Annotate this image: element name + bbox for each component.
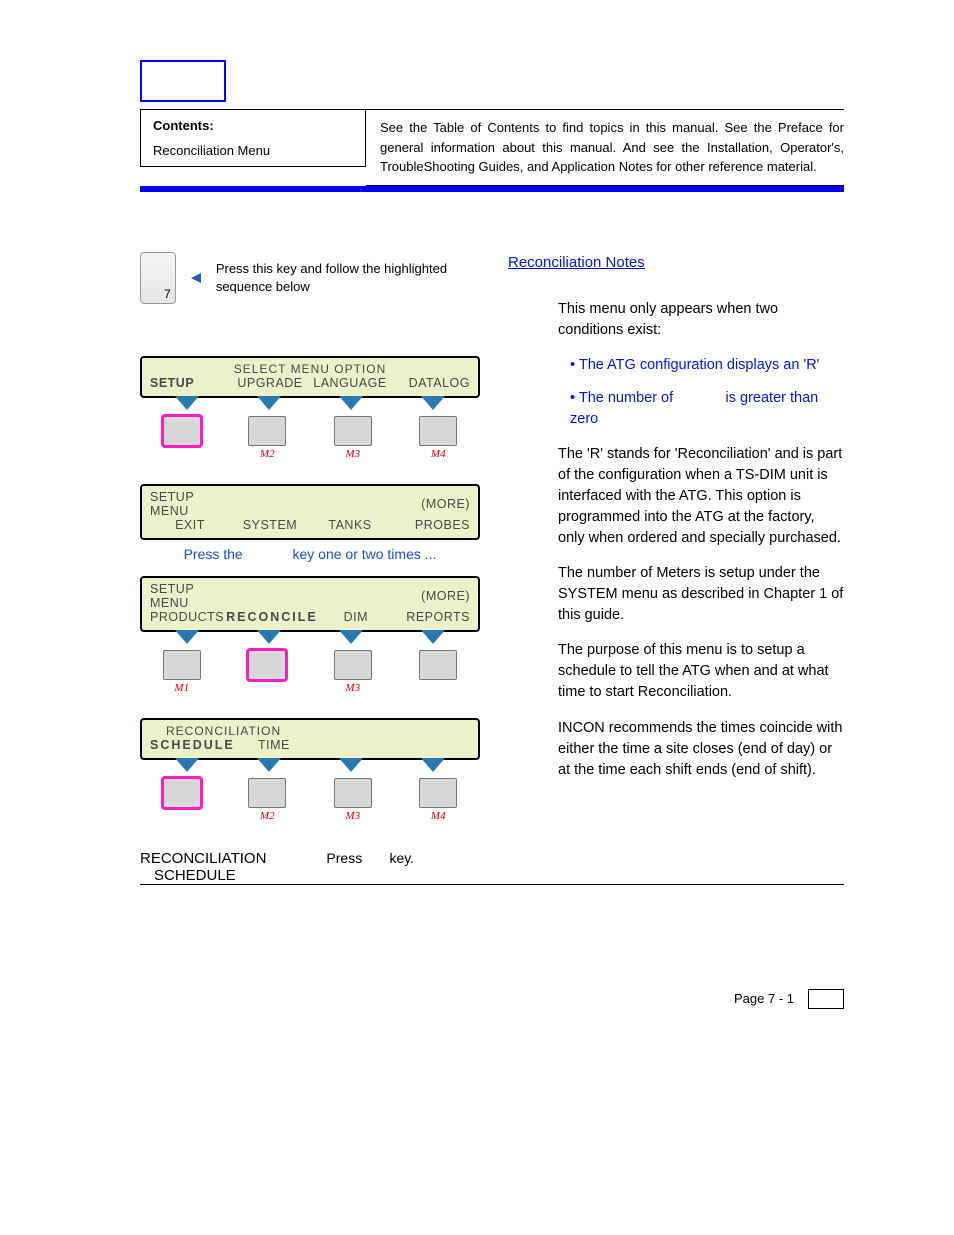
triangle-icon xyxy=(421,758,445,772)
contents-label: Contents: xyxy=(153,118,353,133)
lcd3-buttons: M1 M3 xyxy=(140,650,480,694)
m3-button[interactable] xyxy=(334,778,372,808)
lcd3-item-3: REPORTS xyxy=(394,610,470,624)
contents-item: Reconciliation Menu xyxy=(153,143,353,158)
footer-line xyxy=(140,884,844,885)
lcd3-item-1: RECONCILE xyxy=(226,610,318,624)
contents-cell: Contents: Reconciliation Menu xyxy=(140,109,366,167)
lcd1-buttons: M2 M3 M4 xyxy=(140,416,480,460)
m3-button[interactable] xyxy=(334,650,372,680)
rec-line1: RECONCILIATION xyxy=(140,850,266,867)
lcd2-item-3: PROBES xyxy=(390,518,470,532)
notes-bullet-2: The number of Meters is greater than zer… xyxy=(570,388,844,430)
lcd4-triangles xyxy=(140,758,480,772)
m4-button[interactable] xyxy=(419,778,457,808)
lcd-select-menu: SELECT MENU OPTION SETUP UPGRADE LANGUAG… xyxy=(140,356,480,398)
lcd3-triangles xyxy=(140,630,480,644)
lcd-reconciliation: RECONCILIATION SCHEDULE TIME xyxy=(140,718,480,760)
lcd3-item-2: DIM xyxy=(318,610,394,624)
m2-label: M2 xyxy=(260,810,275,822)
m2-button[interactable] xyxy=(248,778,286,808)
header-blue-bar xyxy=(140,186,844,192)
rec-sched-row: RECONCILIATION SCHEDULE Press key. xyxy=(140,836,480,884)
triangle-icon xyxy=(339,630,363,644)
key7-instruction: Press this key and follow the highlighte… xyxy=(216,260,480,295)
lcd1-triangles xyxy=(140,396,480,410)
header-description: See the Table of Contents to find topics… xyxy=(366,109,844,186)
left-column: 7 Press this key and follow the highligh… xyxy=(140,252,480,884)
lcd-setup-menu-2: SETUP MENU (MORE) PRODUCTS RECONCILE DIM… xyxy=(140,576,480,632)
key-word: key. xyxy=(389,850,414,866)
lcd4-title: RECONCILIATION xyxy=(150,724,470,738)
lcd1-item-0: SETUP xyxy=(150,376,230,390)
triangle-icon xyxy=(257,630,281,644)
m4-button[interactable] xyxy=(419,650,457,680)
press-key-text: Press key. xyxy=(326,850,414,866)
reconciliation-notes-heading: Reconciliation Notes xyxy=(508,252,844,274)
m3-label: M3 xyxy=(345,448,360,460)
footer-box xyxy=(808,989,844,1009)
page-number: Page 7 - 1 xyxy=(734,991,794,1006)
press-word: Press xyxy=(326,850,362,866)
page-footer: Page 7 - 1 xyxy=(140,985,844,1009)
notes-bullet-1: The ATG configuration displays an 'R' xyxy=(570,355,844,376)
lcd1-item-1: UPGRADE xyxy=(230,376,310,390)
m2-button[interactable] xyxy=(248,650,286,680)
lcd-setup-menu-1: SETUP MENU (MORE) EXIT SYSTEM TANKS PROB… xyxy=(140,484,480,540)
key-7-button[interactable]: 7 xyxy=(140,252,176,304)
arrow-left-icon xyxy=(184,273,208,283)
chapter-box xyxy=(140,60,226,102)
rec-sched-label: RECONCILIATION SCHEDULE xyxy=(140,850,266,884)
lcd2-item-0: EXIT xyxy=(150,518,230,532)
notes-p4: The purpose of this menu is to setup a s… xyxy=(558,640,844,703)
m3-label: M3 xyxy=(345,682,360,694)
lcd2-item-2: TANKS xyxy=(310,518,390,532)
header-row: Contents: Reconciliation Menu See the Ta… xyxy=(140,109,844,186)
triangle-icon xyxy=(257,758,281,772)
m4-label: M4 xyxy=(431,448,446,460)
right-column: Reconciliation Notes This menu only appe… xyxy=(508,252,844,884)
lcd2-title-left: SETUP MENU xyxy=(150,490,230,518)
m2-label: M2 xyxy=(260,448,275,460)
press-more-pre: Press the xyxy=(184,546,247,562)
notes-b2a: The number of xyxy=(579,390,677,406)
triangle-icon xyxy=(175,396,199,410)
lcd3-title-right: (MORE) xyxy=(390,589,470,603)
lcd3-item-0: PRODUCTS xyxy=(150,610,226,624)
m1-label: M1 xyxy=(174,682,189,694)
rec-line2: SCHEDULE xyxy=(140,867,266,884)
lcd2-item-1: SYSTEM xyxy=(230,518,310,532)
press-more-post: key one or two times ... xyxy=(292,546,436,562)
m4-label: M4 xyxy=(431,810,446,822)
lcd1-title: SELECT MENU OPTION xyxy=(150,362,470,376)
lcd1-item-3: DATALOG xyxy=(390,376,470,390)
lcd2-title-right: (MORE) xyxy=(390,497,470,511)
triangle-icon xyxy=(421,396,445,410)
notes-p5: INCON recommends the times coincide with… xyxy=(558,718,844,781)
notes-p2: The 'R' stands for 'Reconciliation' and … xyxy=(558,444,844,549)
triangle-icon xyxy=(175,758,199,772)
triangle-icon xyxy=(257,396,281,410)
notes-p1: This menu only appears when two conditio… xyxy=(558,299,844,341)
press-more-instruction: Press the MORE key one or two times ... xyxy=(140,546,480,562)
m4-button[interactable] xyxy=(419,416,457,446)
m2-button[interactable] xyxy=(248,416,286,446)
m1-button[interactable] xyxy=(163,416,201,446)
m1-button[interactable] xyxy=(163,778,201,808)
lcd4-buttons: M2 M3 M4 xyxy=(140,778,480,822)
key7-row: 7 Press this key and follow the highligh… xyxy=(140,252,480,304)
triangle-icon xyxy=(421,630,445,644)
m1-button[interactable] xyxy=(163,650,201,680)
m3-label: M3 xyxy=(345,810,360,822)
lcd3-title-left: SETUP MENU xyxy=(150,582,230,610)
notes-p3: The number of Meters is setup under the … xyxy=(558,563,844,626)
lcd1-item-2: LANGUAGE xyxy=(310,376,390,390)
triangle-icon xyxy=(339,396,363,410)
triangle-icon xyxy=(175,630,199,644)
m3-button[interactable] xyxy=(334,416,372,446)
lcd4-item-1: TIME xyxy=(235,738,313,752)
lcd4-item-0: SCHEDULE xyxy=(150,738,235,752)
triangle-icon xyxy=(339,758,363,772)
